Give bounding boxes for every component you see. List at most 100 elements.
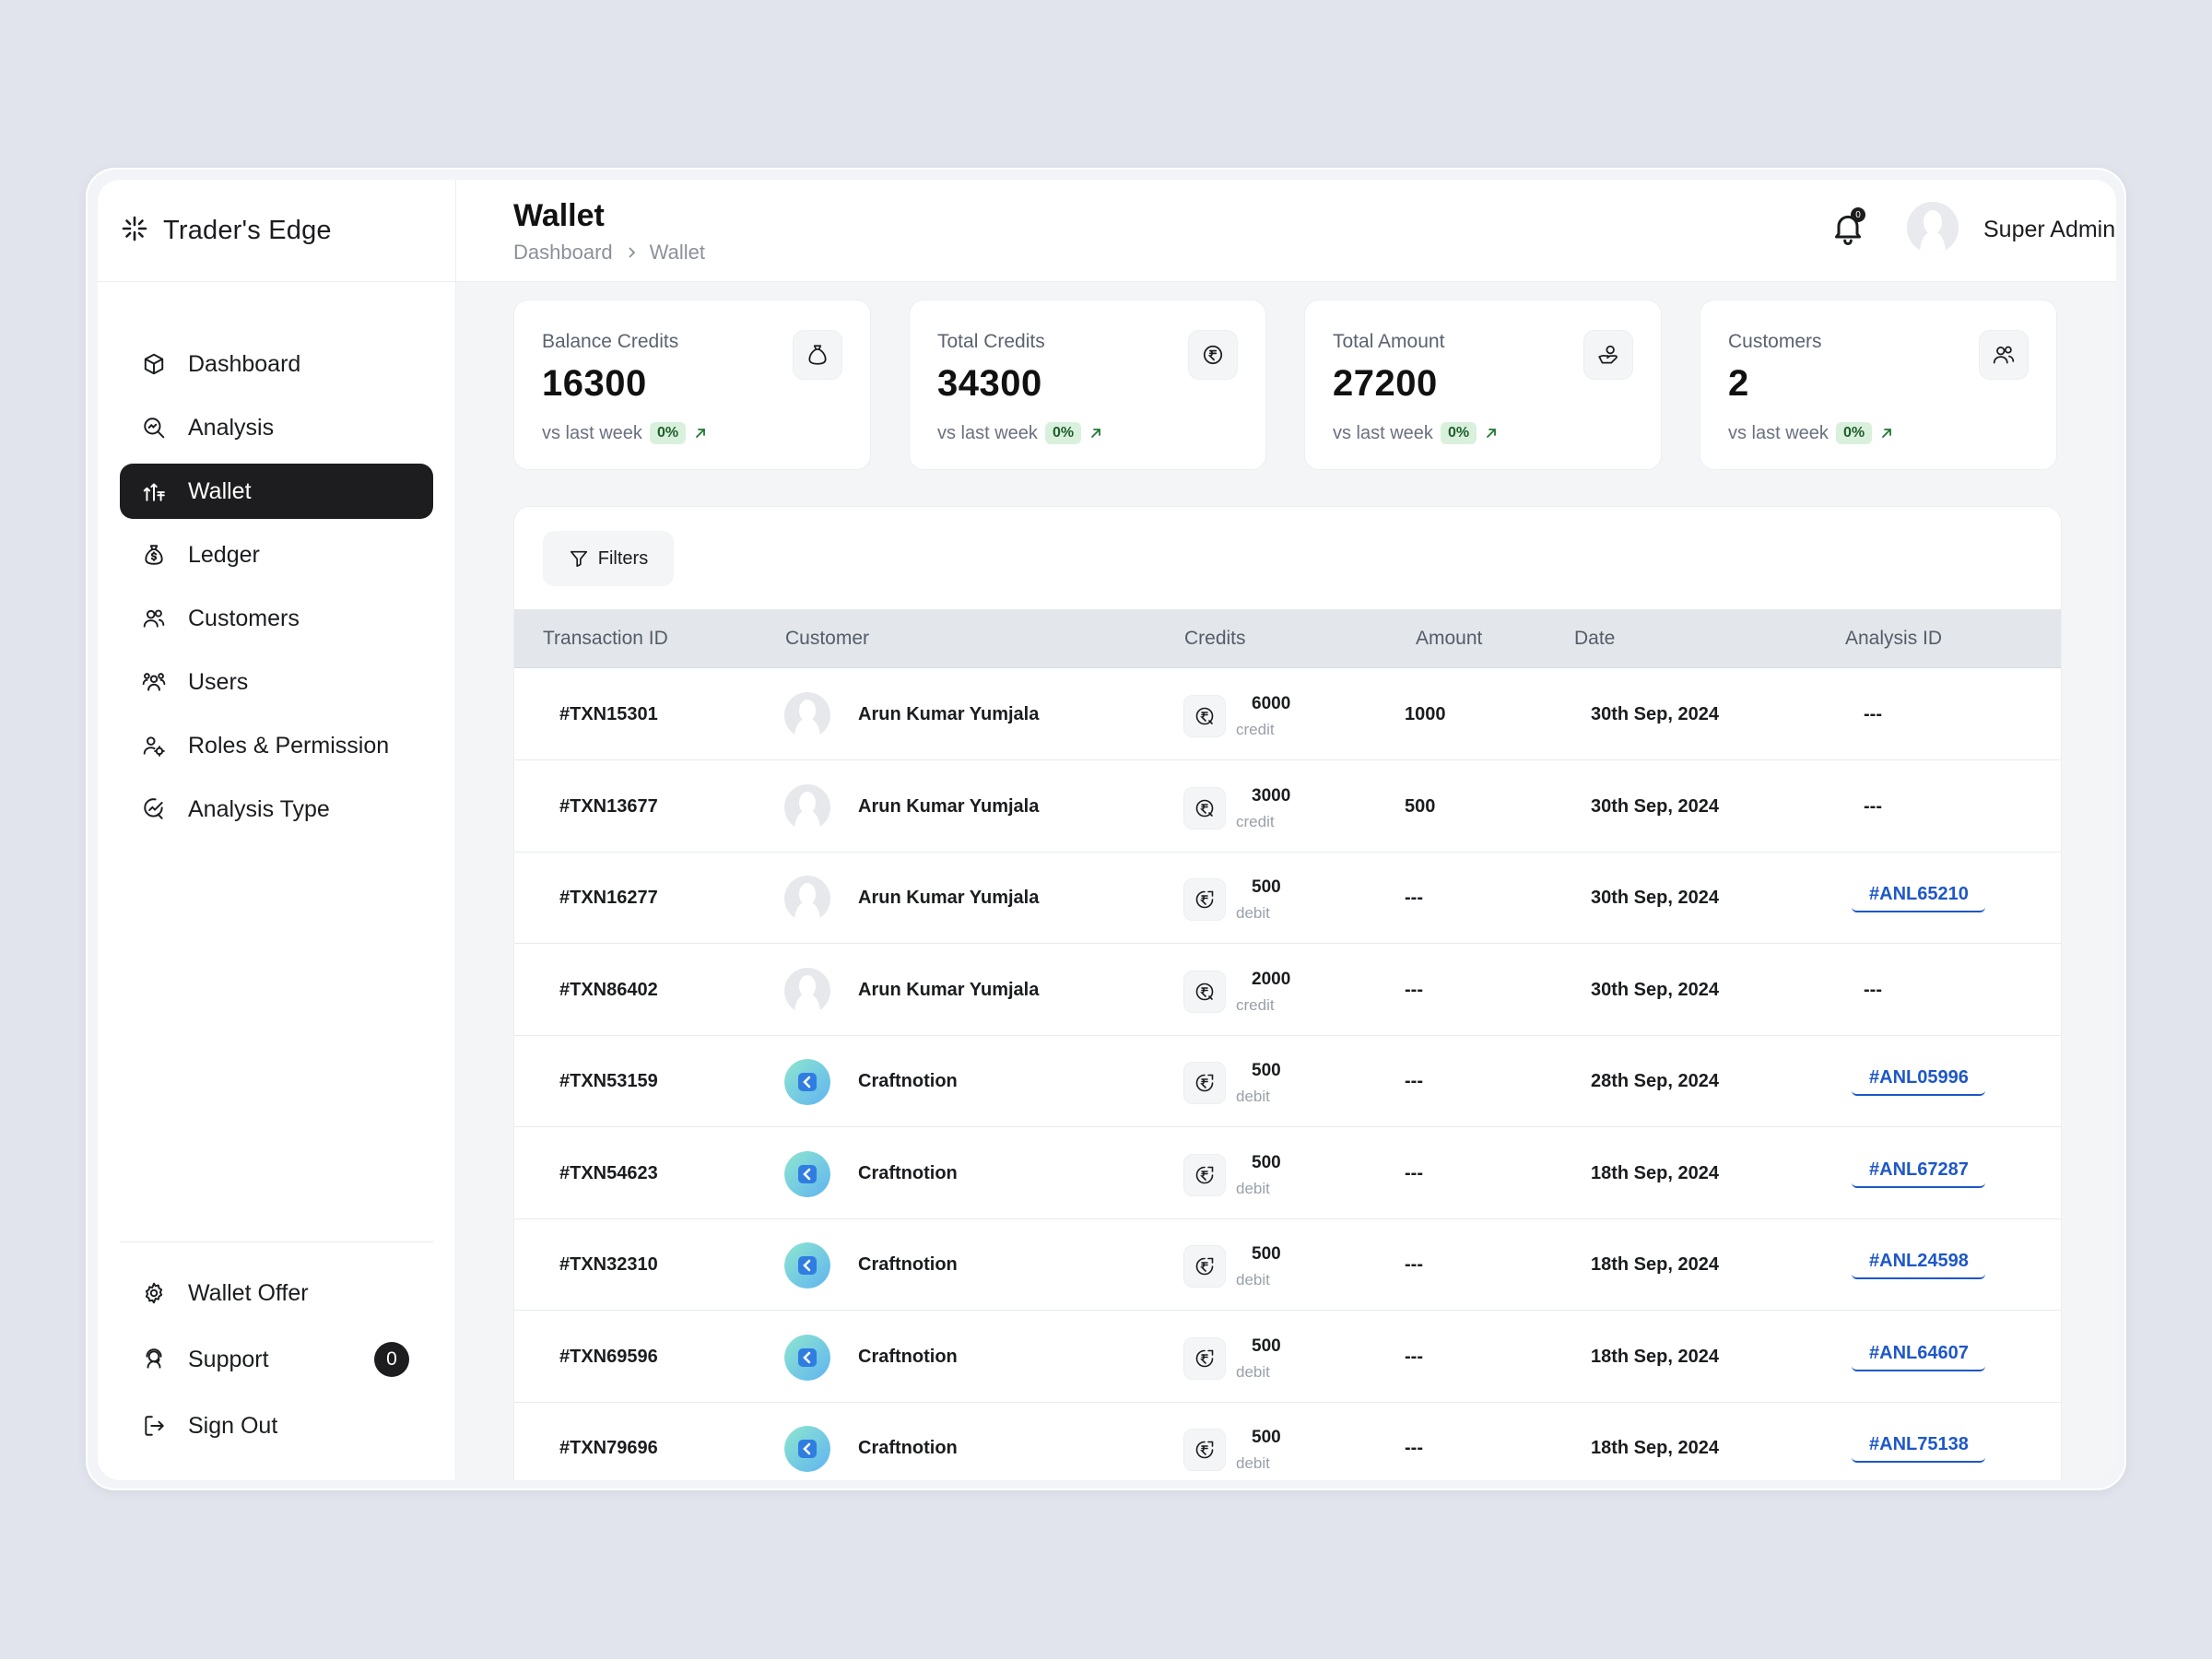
amount-value: --- <box>1405 1254 1423 1275</box>
analysis-id-link[interactable]: #ANL67287 <box>1852 1159 1985 1188</box>
transaction-date: 28th Sep, 2024 <box>1591 1071 1719 1091</box>
analysis-id-link[interactable]: #ANL65210 <box>1852 884 1985 912</box>
transaction-date: 30th Sep, 2024 <box>1591 795 1719 817</box>
sidebar-item-customers[interactable]: Customers <box>120 591 433 646</box>
credit-icon <box>1183 695 1226 737</box>
sidebar-item-users[interactable]: Users <box>120 654 433 710</box>
sidebar-item-sign-out[interactable]: Sign Out <box>120 1398 433 1453</box>
hand-coin-icon <box>1598 345 1618 364</box>
column-header-credits[interactable]: Credits <box>1184 628 1246 649</box>
sidebar-divider <box>120 1241 433 1242</box>
credits-value: 500 <box>1252 1428 1281 1447</box>
filter-icon <box>570 550 587 568</box>
table-row[interactable]: #TXN16277 Arun Kumar Yumjala 500 debit --- 30… <box>514 853 2061 944</box>
analysis-id-link[interactable]: #ANL24598 <box>1852 1251 1985 1279</box>
amount-value: --- <box>1405 1162 1423 1183</box>
company-logo-avatar <box>784 1150 830 1197</box>
stat-value: 27200 <box>1333 363 1438 404</box>
table-row[interactable]: #TXN15301 Arun Kumar Yumjala 6000 credit 100… <box>514 669 2061 760</box>
app-frame: Trader's Edge Dashboard Analysis Wallet … <box>86 168 2126 1490</box>
company-logo-avatar <box>784 1426 830 1472</box>
transaction-date: 30th Sep, 2024 <box>1591 704 1719 724</box>
transaction-id: #TXN15301 <box>559 704 658 724</box>
column-header-transaction-id[interactable]: Transaction ID <box>543 628 668 649</box>
credits-type: debit <box>1236 904 1270 922</box>
transaction-id: #TXN32310 <box>559 1254 658 1275</box>
amount-value: --- <box>1405 979 1423 1000</box>
sidebar-item-wallet[interactable]: Wallet <box>120 464 433 519</box>
column-header-date[interactable]: Date <box>1574 628 1616 649</box>
customer-avatar <box>784 783 830 830</box>
sidebar-item-label: Analysis <box>188 414 275 441</box>
stat-comparison-label: vs last week <box>1728 422 1829 443</box>
table-row[interactable]: #TXN54623 Craftnotion 500 debit --- 18th Sep,… <box>514 1128 2061 1219</box>
brand[interactable]: Trader's Edge <box>98 180 455 282</box>
analysis-id-link[interactable]: #ANL64607 <box>1852 1343 1985 1371</box>
sidebar-bottom-nav: Wallet Offer Support 0 Sign Out <box>120 1265 433 1465</box>
column-header-customer[interactable]: Customer <box>785 628 870 649</box>
filters-button[interactable]: Filters <box>543 531 674 586</box>
sidebar-item-label: Support <box>188 1346 269 1372</box>
arrow-up-right-icon <box>1487 429 1496 438</box>
customer-name: Craftnotion <box>858 1162 958 1183</box>
customers-icon <box>143 609 165 628</box>
filters-label: Filters <box>597 547 649 569</box>
customer-name: Arun Kumar Yumjala <box>858 979 1040 1000</box>
cube-icon <box>144 353 164 375</box>
sidebar-item-label: Ledger <box>188 541 260 568</box>
debit-icon <box>1183 1245 1226 1288</box>
stat-value: 16300 <box>542 363 647 404</box>
sidebar-item-analysis-type[interactable]: Analysis Type <box>120 782 433 837</box>
stat-change-badge: 0% <box>1835 422 1873 444</box>
breadcrumb-dashboard-link[interactable]: Dashboard <box>513 241 613 264</box>
table-row[interactable]: #TXN69596 Craftnotion 500 debit --- 18th Sep,… <box>514 1312 2061 1403</box>
table-row[interactable]: #TXN53159 Craftnotion 500 debit --- 28th Sep,… <box>514 1036 2061 1127</box>
table-row[interactable]: #TXN86402 Arun Kumar Yumjala 2000 credit ---… <box>514 945 2061 1036</box>
rupee-icon <box>1203 345 1223 365</box>
arrow-up-right-icon <box>696 429 705 438</box>
sidebar-item-label: Analysis Type <box>188 795 330 822</box>
sidebar-item-support[interactable]: Support 0 <box>120 1332 433 1387</box>
table-row[interactable]: #TXN32310 Craftnotion 500 debit --- 18th Sep,… <box>514 1219 2061 1311</box>
sidebar-item-label: Dashboard <box>188 350 301 377</box>
analysis-id-link[interactable]: #ANL75138 <box>1852 1434 1985 1463</box>
sidebar-item-dashboard[interactable]: Dashboard <box>120 336 433 392</box>
sign-out-icon <box>145 1416 164 1436</box>
stat-icon-box <box>1188 330 1238 380</box>
table-row[interactable]: #TXN79696 Craftnotion 500 debit --- 18th Sep,… <box>514 1403 2061 1480</box>
user-avatar[interactable] <box>1907 202 1959 253</box>
credits-value: 2000 <box>1252 969 1291 989</box>
credits-value: 6000 <box>1252 694 1291 713</box>
stat-card-total-amount: Total Amount 27200 vs last week 0% <box>1304 300 1662 470</box>
amount-value: --- <box>1405 888 1423 908</box>
amount-value: 1000 <box>1405 704 1446 724</box>
sidebar-item-roles-permission[interactable]: Roles & Permission <box>120 718 433 773</box>
credit-icon <box>1183 970 1226 1013</box>
amount-value: --- <box>1405 1071 1423 1091</box>
amount-value: 500 <box>1405 795 1436 817</box>
sidebar-item-ledger[interactable]: Ledger <box>120 527 433 582</box>
customer-name: Craftnotion <box>858 1438 958 1458</box>
stat-comparison: vs last week 0% <box>937 422 1103 444</box>
money-bag-icon <box>808 345 827 365</box>
stat-comparison: vs last week 0% <box>1333 422 1499 444</box>
transaction-date: 18th Sep, 2024 <box>1591 1254 1719 1275</box>
credits-type: debit <box>1236 1088 1270 1105</box>
stat-icon-box <box>1979 330 2029 380</box>
company-logo-avatar <box>784 1242 830 1288</box>
analysis-id-link[interactable]: #ANL05996 <box>1852 1067 1985 1096</box>
debit-icon <box>1183 1062 1226 1104</box>
user-name[interactable]: Super Admin <box>1983 217 2116 242</box>
credits-value: 500 <box>1252 1335 1281 1356</box>
stat-comparison: vs last week 0% <box>1728 422 1894 444</box>
credits-value: 500 <box>1252 1061 1281 1080</box>
sidebar-item-label: Roles & Permission <box>188 732 390 759</box>
sidebar-item-label: Users <box>188 668 249 695</box>
sidebar-item-analysis[interactable]: Analysis <box>120 400 433 455</box>
table-row[interactable]: #TXN13677 Arun Kumar Yumjala 3000 credit 500… <box>514 761 2061 853</box>
sidebar-item-wallet-offer[interactable]: Wallet Offer <box>120 1265 433 1321</box>
notification-count-badge: 0 <box>1851 207 1865 222</box>
column-header-analysis-id[interactable]: Analysis ID <box>1845 628 1943 649</box>
column-header-amount[interactable]: Amount <box>1416 628 1483 649</box>
sidebar: Trader's Edge Dashboard Analysis Wallet … <box>98 180 456 1480</box>
